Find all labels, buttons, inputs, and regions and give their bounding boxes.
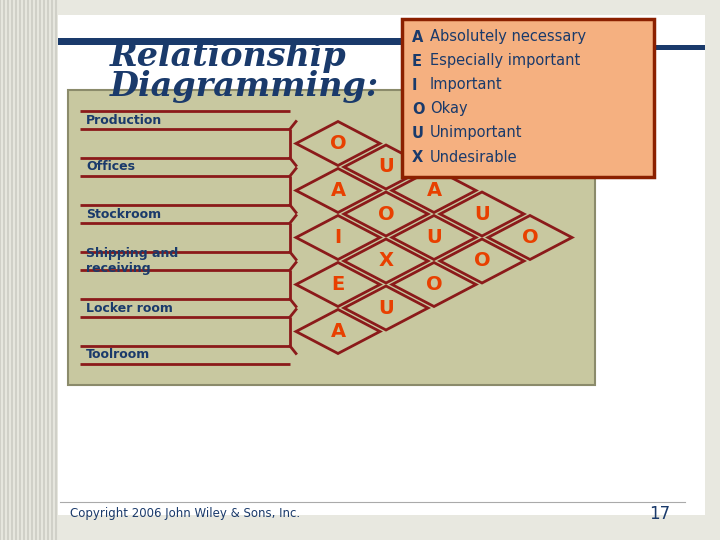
- Text: Production: Production: [86, 113, 162, 126]
- Text: Locker room: Locker room: [86, 301, 173, 314]
- Text: O: O: [474, 252, 490, 271]
- Text: Important: Important: [430, 78, 503, 92]
- Polygon shape: [392, 215, 476, 260]
- Text: A: A: [330, 322, 346, 341]
- Polygon shape: [392, 168, 476, 213]
- Text: O: O: [378, 205, 395, 224]
- Text: E: E: [331, 275, 345, 294]
- Text: U: U: [412, 125, 424, 140]
- Bar: [402, 19, 654, 177]
- Polygon shape: [296, 262, 380, 307]
- Polygon shape: [296, 309, 380, 354]
- Text: A: A: [426, 181, 441, 200]
- Text: U: U: [426, 228, 442, 247]
- Polygon shape: [344, 239, 428, 283]
- Text: Especially important: Especially important: [430, 53, 580, 69]
- Text: O: O: [330, 134, 346, 153]
- Text: Diagramming:: Diagramming:: [110, 70, 379, 103]
- Text: E: E: [412, 53, 422, 69]
- Text: Offices: Offices: [86, 160, 135, 173]
- Text: U: U: [378, 299, 394, 318]
- Text: X: X: [412, 150, 423, 165]
- Text: Unimportant: Unimportant: [430, 125, 523, 140]
- Polygon shape: [440, 239, 524, 283]
- Text: A: A: [330, 181, 346, 200]
- Polygon shape: [296, 168, 380, 213]
- Polygon shape: [296, 215, 380, 260]
- Text: Toolroom: Toolroom: [86, 348, 150, 361]
- Polygon shape: [344, 192, 428, 236]
- Polygon shape: [296, 122, 380, 165]
- Polygon shape: [440, 192, 524, 236]
- Bar: [68, 90, 595, 385]
- Text: Okay: Okay: [430, 102, 467, 117]
- Text: 17: 17: [649, 505, 670, 523]
- Text: I: I: [412, 78, 418, 92]
- Text: Shipping and
receiving: Shipping and receiving: [86, 247, 179, 275]
- Text: U: U: [378, 158, 394, 177]
- Text: Absolutely necessary: Absolutely necessary: [430, 30, 586, 44]
- Bar: [58, 38, 618, 45]
- Polygon shape: [344, 286, 428, 330]
- Polygon shape: [344, 145, 428, 189]
- Bar: [618, 45, 705, 50]
- Text: Copyright 2006 John Wiley & Sons, Inc.: Copyright 2006 John Wiley & Sons, Inc.: [70, 508, 300, 521]
- Text: X: X: [379, 252, 394, 271]
- Text: Undesirable: Undesirable: [430, 150, 518, 165]
- Text: O: O: [426, 275, 442, 294]
- Text: I: I: [334, 228, 341, 247]
- Polygon shape: [488, 215, 572, 260]
- Text: O: O: [412, 102, 425, 117]
- Text: U: U: [474, 205, 490, 224]
- Text: O: O: [522, 228, 539, 247]
- Text: Relationship: Relationship: [110, 40, 347, 73]
- Bar: [58, 15, 705, 515]
- Text: A: A: [412, 30, 423, 44]
- Polygon shape: [392, 262, 476, 307]
- Text: Stockroom: Stockroom: [86, 207, 161, 220]
